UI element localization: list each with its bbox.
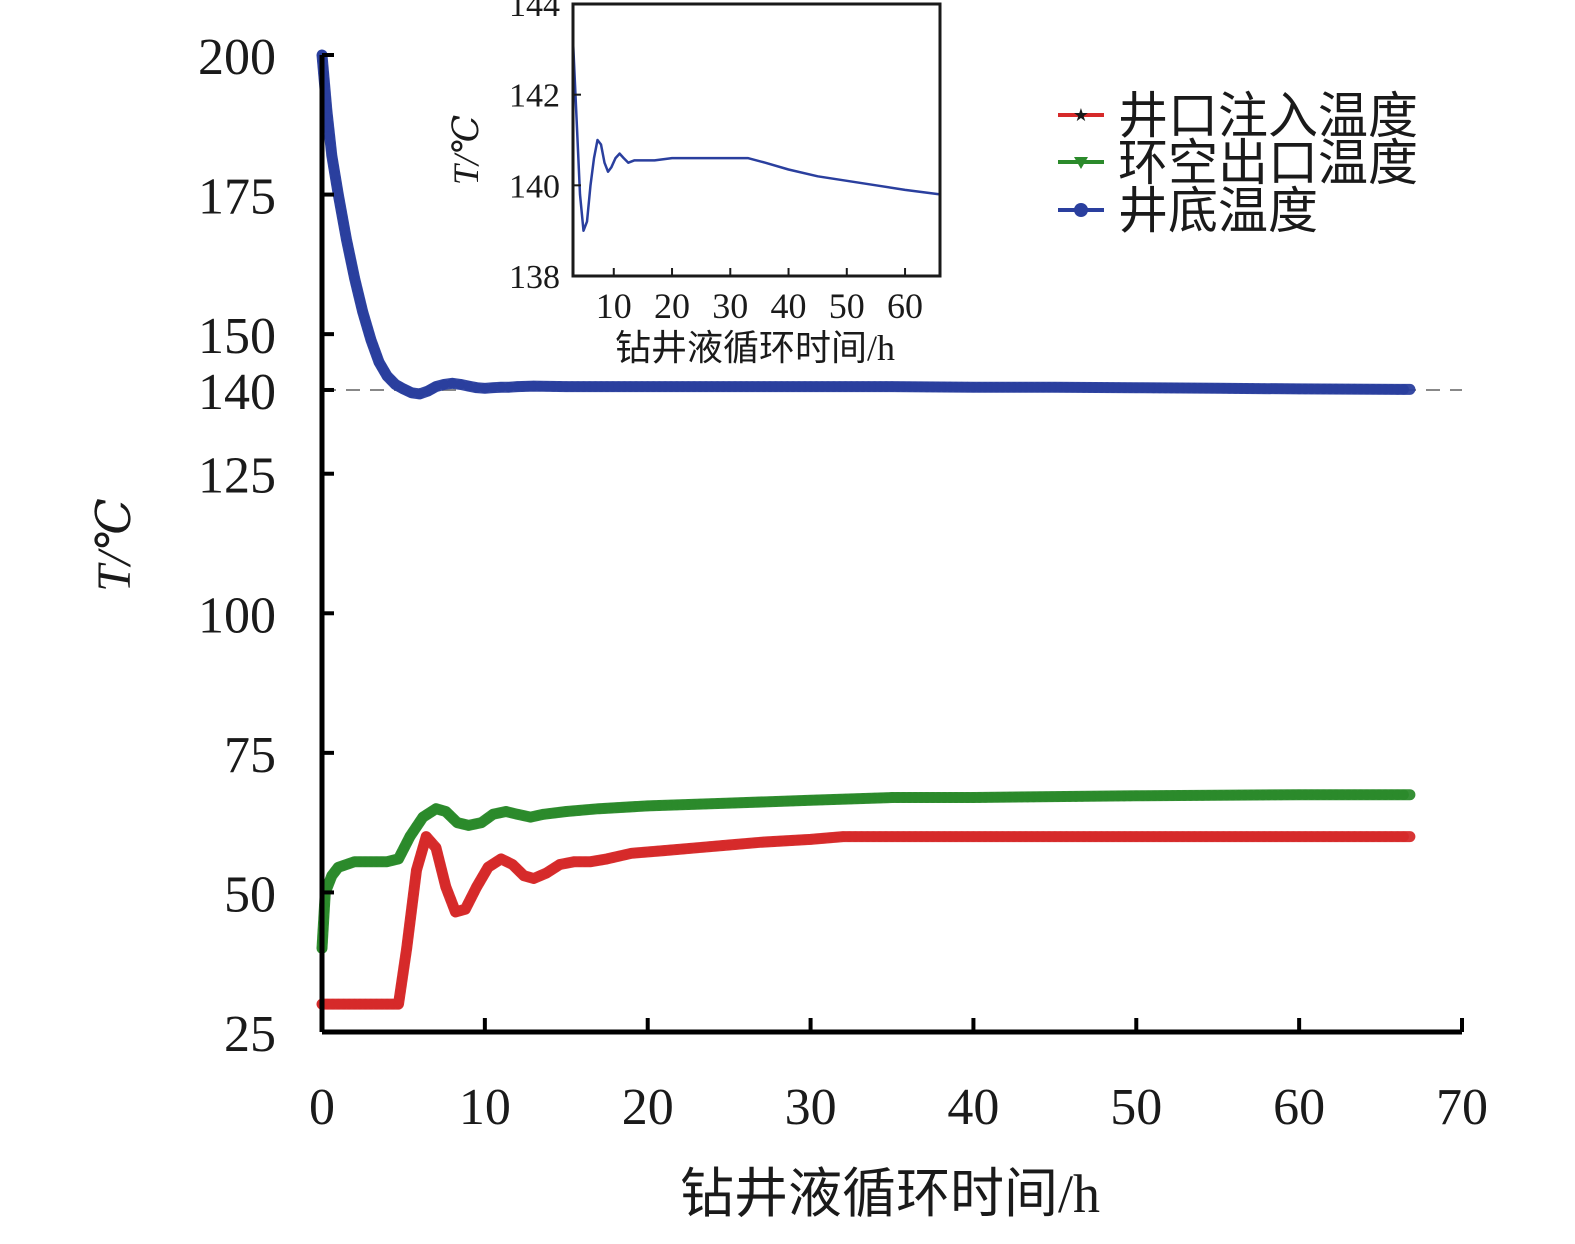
legend-label-inlet: 井口注入温度 <box>1118 88 1418 144</box>
data-point <box>414 388 425 400</box>
y-tick-label: 100 <box>198 587 276 644</box>
legend-item-inlet: ★ 井口注入温度 <box>1058 88 1418 144</box>
x-tick-label: 0 <box>309 1079 335 1136</box>
data-point <box>463 380 474 392</box>
legend-star-icon: ★ <box>1073 105 1089 125</box>
inset-y-tick-label: 138 <box>509 259 560 296</box>
data-point <box>479 383 491 394</box>
inset-ticks: 10 20 30 40 50 60 138 140 142 144 <box>509 0 923 326</box>
data-point <box>471 382 482 393</box>
y-tick-label: 75 <box>224 727 276 784</box>
inset-y-tick-label: 144 <box>509 0 560 24</box>
main-y-axis-label: T/℃ <box>88 498 141 592</box>
x-tick-label: 30 <box>785 1079 837 1136</box>
data-point <box>438 379 450 390</box>
inset-x-tick-label: 40 <box>771 286 807 326</box>
x-tick-label: 40 <box>947 1079 999 1136</box>
legend-label-bottom: 井底温度 <box>1118 183 1318 239</box>
legend: ★ 井口注入温度 环空出口温度 井底温度 <box>1058 88 1418 239</box>
main-series-group <box>316 49 1416 1010</box>
inset-x-tick-label: 50 <box>829 286 865 326</box>
y-tick-label: 25 <box>224 1006 276 1063</box>
inset-y-axis-label: T/℃ <box>446 115 486 185</box>
x-tick-label: 10 <box>459 1079 511 1136</box>
x-tick-label: 70 <box>1436 1079 1488 1136</box>
y-tick-label: 175 <box>198 169 276 226</box>
legend-label-annulus: 环空出口温度 <box>1118 135 1418 191</box>
data-point <box>447 378 458 389</box>
data-point <box>495 382 507 393</box>
inset-frame <box>571 2 942 278</box>
x-tick-label: 60 <box>1273 1079 1325 1136</box>
x-tick-label: 50 <box>1110 1079 1162 1136</box>
main-axes <box>319 55 1462 1035</box>
inset-y-tick-label: 140 <box>509 168 560 205</box>
legend-item-bottom: 井底温度 <box>1058 183 1318 239</box>
inset-x-tick-label: 20 <box>654 286 690 326</box>
legend-item-annulus: 环空出口温度 <box>1058 135 1418 191</box>
data-point <box>1398 789 1409 800</box>
legend-circle-icon <box>1074 203 1088 217</box>
legend-triangle-down-icon <box>1074 157 1088 169</box>
inset-x-axis-label: 钻井液循环时间/h <box>615 328 895 368</box>
inset-series-group <box>571 40 941 232</box>
main-x-axis-label: 钻井液循环时间/h <box>680 1164 1100 1224</box>
data-point <box>487 382 499 393</box>
data-point <box>406 387 417 398</box>
inset-x-tick-label: 60 <box>887 286 923 326</box>
inset-chart: 10 20 30 40 50 60 138 140 142 144 钻井液循环时间/h T/℃ <box>446 0 942 368</box>
data-point <box>1398 831 1409 842</box>
y-tick-label: 50 <box>224 866 276 923</box>
data-point <box>430 381 442 392</box>
y-tick-label: 150 <box>198 308 276 365</box>
data-point <box>1398 384 1409 395</box>
y-tick-label: 125 <box>198 448 276 505</box>
inset-series-line <box>571 40 941 232</box>
inset-y-tick-label: 142 <box>509 78 560 115</box>
series-0-line <box>316 831 1416 1010</box>
y-tick-label: 200 <box>198 29 276 86</box>
data-point <box>504 382 515 393</box>
y-tick-label: 140 <box>198 364 276 421</box>
inset-x-tick-label: 30 <box>712 286 748 326</box>
series-0-markers <box>316 831 1409 1010</box>
inset-background <box>573 4 940 276</box>
data-point <box>455 379 466 390</box>
x-tick-label: 20 <box>622 1079 674 1136</box>
inset-x-tick-label: 10 <box>596 286 632 326</box>
